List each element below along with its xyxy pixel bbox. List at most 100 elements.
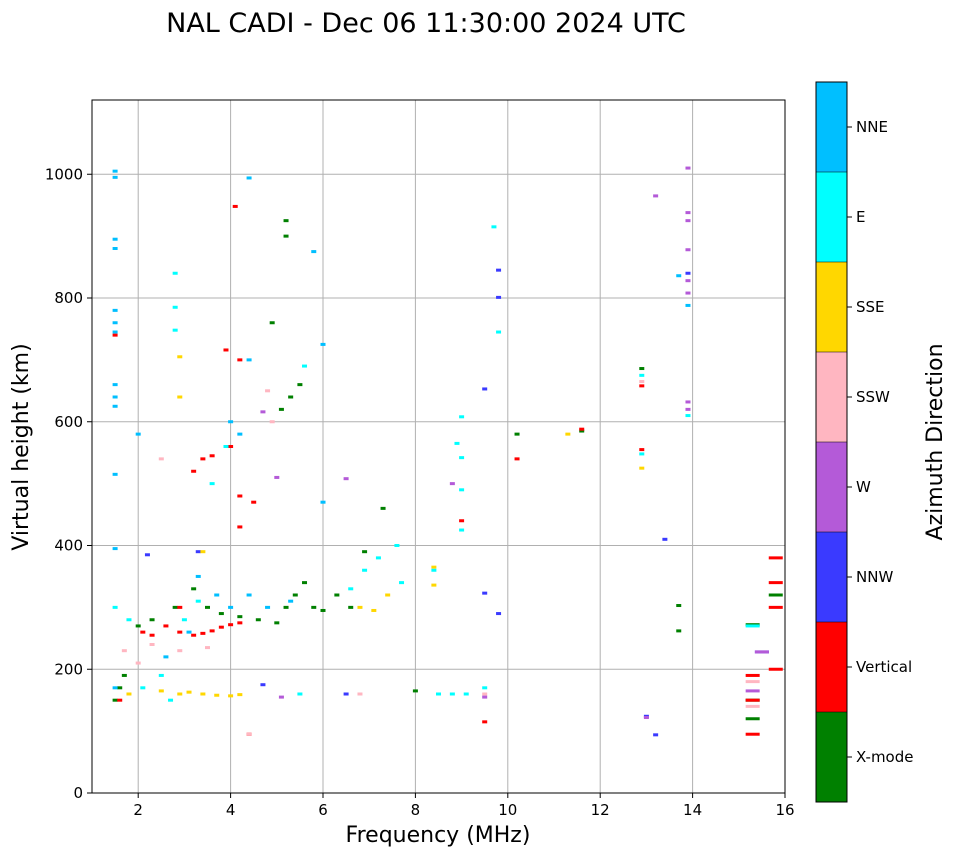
- data-point: [449, 692, 455, 696]
- data-point: [200, 631, 206, 635]
- data-point: [246, 732, 252, 736]
- data-point: [320, 342, 326, 346]
- data-point: [181, 618, 187, 622]
- data-point: [172, 328, 178, 332]
- data-point: [112, 472, 118, 476]
- data-point: [237, 432, 243, 436]
- data-point: [745, 698, 760, 702]
- data-point: [357, 605, 363, 609]
- colorbar-segment: [816, 172, 847, 262]
- data-point: [168, 698, 174, 702]
- data-point: [126, 692, 132, 696]
- data-point: [140, 686, 146, 690]
- data-point: [320, 500, 326, 504]
- data-point: [459, 519, 465, 523]
- data-point: [639, 448, 645, 452]
- data-point: [209, 454, 215, 458]
- data-point: [200, 692, 206, 696]
- data-point: [112, 247, 118, 250]
- data-point: [288, 395, 294, 399]
- colorbar-frame: [815, 81, 848, 803]
- data-point: [112, 383, 118, 387]
- colorbar-label-ssw: SSW: [856, 388, 890, 406]
- data-point: [639, 384, 645, 388]
- data-point: [191, 587, 197, 591]
- y-tick-label: 800: [54, 289, 83, 307]
- data-point: [431, 565, 437, 569]
- data-point: [112, 686, 118, 690]
- data-point: [228, 420, 234, 424]
- series-nnw: [144, 268, 769, 737]
- colorbar-segment: [816, 82, 847, 172]
- data-point: [288, 599, 294, 603]
- data-point: [117, 686, 123, 690]
- series-sse: [126, 355, 645, 698]
- data-point: [491, 225, 497, 229]
- data-point: [639, 380, 645, 384]
- data-point: [255, 618, 261, 622]
- data-point: [768, 605, 783, 609]
- x-tick-label: 6: [318, 801, 328, 819]
- data-point: [639, 373, 645, 377]
- data-point: [144, 553, 150, 557]
- data-point: [320, 608, 326, 612]
- data-point: [163, 624, 169, 628]
- data-point: [112, 169, 118, 173]
- data-point: [482, 591, 488, 595]
- data-point: [140, 630, 146, 634]
- data-point: [246, 358, 252, 362]
- colorbar: X-mode Vertical NNW W SSW SSE E NNE: [815, 81, 913, 803]
- data-point: [177, 630, 183, 634]
- data-point: [459, 456, 465, 460]
- data-point: [149, 633, 155, 637]
- data-point: [449, 482, 455, 486]
- data-point: [200, 550, 206, 554]
- data-point: [112, 404, 118, 408]
- data-point: [278, 695, 284, 699]
- x-axis-label: Frequency (MHz): [346, 823, 531, 848]
- data-point: [348, 587, 354, 591]
- data-point: [112, 175, 118, 179]
- data-point: [685, 414, 691, 418]
- colorbar-segment: [816, 622, 847, 712]
- series-w: [260, 166, 769, 720]
- data-point: [343, 692, 349, 696]
- data-point: [662, 537, 668, 541]
- data-point: [112, 605, 118, 609]
- data-point: [265, 605, 271, 609]
- data-point: [149, 618, 155, 622]
- data-point: [177, 649, 183, 653]
- data-point: [685, 400, 691, 404]
- data-point: [685, 407, 691, 411]
- data-point: [745, 624, 760, 628]
- data-point: [412, 689, 418, 693]
- data-point: [348, 605, 354, 609]
- data-point: [126, 618, 132, 622]
- data-point: [685, 279, 691, 283]
- data-point: [292, 593, 298, 597]
- colorbar-segment: [816, 352, 847, 442]
- data-point: [112, 395, 118, 399]
- data-point: [745, 680, 760, 684]
- data-point: [135, 432, 141, 436]
- data-point: [283, 234, 289, 238]
- chart-title: NAL CADI - Dec 06 11:30:00 2024 UTC: [166, 8, 686, 39]
- data-point: [237, 525, 243, 529]
- data-point: [380, 506, 386, 510]
- colorbar-segment: [816, 262, 847, 352]
- data-point: [676, 629, 682, 633]
- data-point: [121, 649, 127, 653]
- data-point: [135, 661, 141, 665]
- data-point: [214, 593, 220, 597]
- y-tick-label: 600: [54, 413, 83, 431]
- data-point: [223, 348, 229, 352]
- colorbar-label-e: E: [856, 208, 865, 226]
- colorbar-label-sse: SSE: [856, 298, 885, 316]
- data-point: [228, 623, 234, 627]
- x-axis-ticks: 2 4 6 8 10 12 14 16: [133, 793, 795, 819]
- data-point: [172, 605, 178, 609]
- data-point: [158, 673, 164, 677]
- data-point: [676, 274, 682, 278]
- data-point: [223, 445, 229, 448]
